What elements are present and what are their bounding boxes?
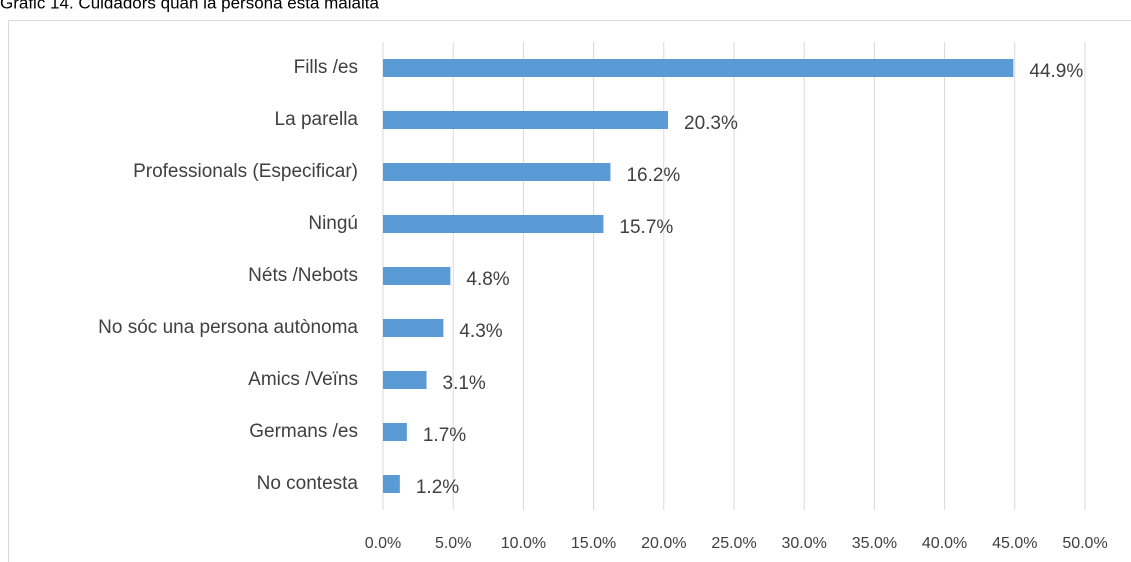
chart-title: Gràfic 14. Cuidadors quan la persona est… [0, 0, 379, 12]
data-label: 3.1% [443, 373, 486, 394]
y-tick-label: Néts /Nebots [248, 265, 358, 286]
bar [383, 267, 451, 285]
bar [383, 59, 1014, 77]
x-tick-label: 15.0% [571, 535, 616, 552]
data-label: 4.3% [459, 321, 502, 342]
data-label: 15.7% [619, 217, 673, 238]
x-tick-label: 35.0% [852, 535, 897, 552]
data-label: 1.7% [423, 425, 466, 446]
y-tick-label: Germans /es [249, 421, 358, 442]
x-tick-label: 10.0% [501, 535, 546, 552]
bar [383, 475, 400, 493]
bar [383, 371, 427, 389]
data-label: 44.9% [1029, 61, 1083, 82]
y-tick-label: La parella [275, 109, 359, 130]
data-label: 1.2% [416, 477, 459, 498]
y-tick-label: Ningú [308, 213, 358, 234]
y-tick-label: No sóc una persona autònoma [98, 317, 358, 338]
y-tick-label: Professionals (Especificar) [133, 161, 358, 182]
data-label: 16.2% [626, 165, 680, 186]
x-tick-label: 0.0% [365, 535, 401, 552]
bar [383, 215, 604, 233]
x-tick-label: 30.0% [782, 535, 827, 552]
y-tick-label: Fills /es [294, 57, 358, 78]
bar [383, 111, 669, 129]
bar [383, 319, 444, 337]
data-label: 20.3% [684, 113, 738, 134]
x-tick-label: 25.0% [711, 535, 756, 552]
bar [383, 423, 407, 441]
bar [383, 163, 611, 181]
data-label: 4.8% [466, 269, 509, 290]
y-tick-label: No contesta [257, 473, 359, 494]
x-tick-label: 5.0% [435, 535, 471, 552]
x-tick-label: 45.0% [992, 535, 1037, 552]
chart-border [8, 20, 1131, 562]
x-tick-label: 20.0% [641, 535, 686, 552]
x-tick-label: 40.0% [922, 535, 967, 552]
y-tick-label: Amics /Veïns [248, 369, 358, 390]
x-tick-label: 50.0% [1062, 535, 1107, 552]
